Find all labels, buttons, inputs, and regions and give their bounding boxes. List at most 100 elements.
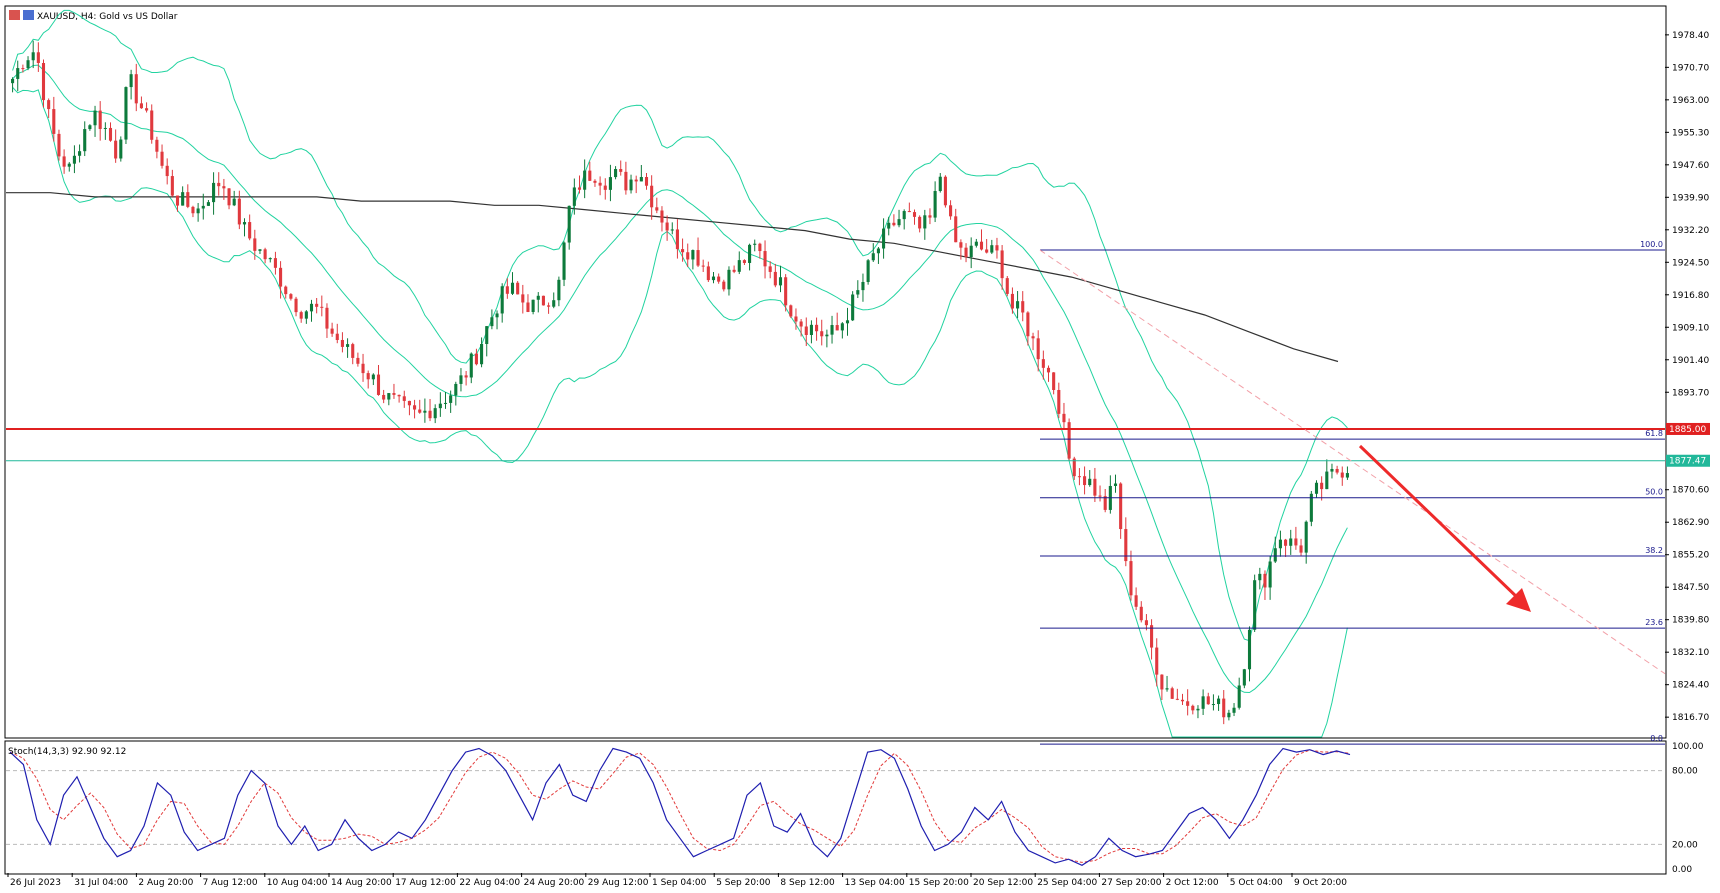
price-tick-label: 1939.90 bbox=[1672, 193, 1709, 203]
candle-body bbox=[1278, 539, 1282, 549]
candle-body bbox=[186, 192, 190, 207]
candle-body bbox=[145, 108, 149, 111]
candle-body bbox=[686, 252, 690, 260]
candle-body bbox=[36, 52, 40, 63]
price-tick-label: 1955.30 bbox=[1672, 128, 1709, 138]
candle-body bbox=[794, 316, 798, 322]
time-tick-label: 25 Sep 04:00 bbox=[1037, 878, 1097, 888]
stochastic-oscillator: 100.00 80.00 20.00 0.00 bbox=[6, 742, 1704, 875]
candle-body bbox=[655, 207, 659, 211]
price-axis[interactable]: 1978.40 1970.70 1963.00 1955.30 1947.60 1939.… bbox=[1665, 31, 1710, 723]
candle-body bbox=[1083, 476, 1087, 486]
candle-body bbox=[1284, 539, 1288, 546]
candle-body bbox=[758, 243, 762, 252]
time-tick-label: 14 Aug 20:00 bbox=[331, 878, 392, 888]
candle-body bbox=[119, 139, 123, 159]
candle-body bbox=[1103, 496, 1107, 510]
candle-body bbox=[1057, 389, 1061, 414]
candle-body bbox=[449, 395, 453, 403]
candle-body bbox=[892, 222, 896, 226]
candle-body bbox=[361, 363, 365, 374]
candle-body bbox=[912, 212, 917, 217]
candle-body bbox=[392, 393, 396, 395]
candle-body bbox=[1036, 338, 1040, 360]
candle-body bbox=[830, 325, 834, 335]
candle-body bbox=[871, 253, 875, 261]
candle-body bbox=[454, 383, 458, 396]
stochastic-main-line bbox=[9, 747, 1351, 866]
candle-body bbox=[1289, 538, 1293, 546]
candle-body bbox=[918, 216, 922, 229]
candle-body bbox=[1253, 580, 1257, 630]
candle-body bbox=[150, 110, 154, 140]
candle-body bbox=[964, 247, 968, 258]
chart-template-icon[interactable] bbox=[23, 10, 34, 20]
price-tick-label: 1978.40 bbox=[1672, 31, 1709, 41]
candle-body bbox=[1113, 483, 1118, 486]
candle-body bbox=[784, 277, 788, 306]
time-tick-label: 2 Oct 12:00 bbox=[1166, 878, 1219, 888]
candle-body bbox=[825, 334, 829, 337]
candle-body bbox=[155, 139, 159, 152]
candle-body bbox=[1191, 705, 1195, 711]
candle-body bbox=[443, 402, 448, 404]
candle-body bbox=[83, 129, 87, 152]
bollinger-upper-band bbox=[12, 9, 1348, 642]
candle-body bbox=[294, 298, 298, 313]
candle-body bbox=[603, 185, 607, 190]
candle-body bbox=[88, 125, 92, 130]
candle-body bbox=[93, 110, 97, 126]
time-axis[interactable]: 26 Jul 2023 31 Jul 04:00 2 Aug 20:00 7 Aug … bbox=[7, 873, 1347, 888]
candle-body bbox=[536, 295, 540, 300]
chart-type-icon[interactable] bbox=[9, 10, 20, 20]
candle-body bbox=[1088, 478, 1092, 486]
candle-body bbox=[768, 266, 772, 272]
candle-body bbox=[428, 410, 432, 419]
candle-body bbox=[490, 317, 494, 327]
candle-body bbox=[1196, 708, 1200, 711]
candle-body bbox=[815, 324, 819, 332]
candle-body bbox=[711, 276, 716, 281]
candle-body bbox=[1258, 573, 1262, 581]
candle-body bbox=[547, 305, 551, 307]
price-tick-label: 1932.20 bbox=[1672, 226, 1709, 236]
candle-body bbox=[742, 260, 746, 263]
candle-body bbox=[577, 187, 582, 190]
candle-body bbox=[639, 177, 643, 182]
candle-body bbox=[1186, 701, 1190, 706]
price-tick-label: 1832.10 bbox=[1672, 648, 1709, 658]
horizontal-levels: 100.0 61.8 50.0 38.2 23.6 0.0 bbox=[6, 240, 1666, 745]
candle-body bbox=[217, 182, 221, 187]
candle-body bbox=[799, 321, 803, 327]
candle-body bbox=[748, 244, 752, 263]
price-tick-label: 1855.20 bbox=[1672, 551, 1709, 561]
candle-body bbox=[629, 179, 633, 191]
candle-body bbox=[1247, 629, 1252, 670]
time-tick-label: 5 Oct 04:00 bbox=[1230, 878, 1283, 888]
time-tick-label: 27 Sep 20:00 bbox=[1101, 878, 1161, 888]
moving-average-line bbox=[6, 192, 1339, 363]
candle-body bbox=[1031, 336, 1035, 339]
bollinger-lower-band bbox=[12, 87, 1348, 738]
projection-arrow bbox=[1358, 444, 1531, 612]
candle-body bbox=[423, 410, 427, 413]
candle-body bbox=[227, 188, 231, 206]
candle-body bbox=[856, 290, 860, 295]
candle-body bbox=[1077, 476, 1081, 478]
price-tick-label: 1870.60 bbox=[1672, 486, 1709, 496]
price-tick-label: 1947.60 bbox=[1672, 161, 1709, 171]
time-tick-label: 31 Jul 04:00 bbox=[74, 878, 128, 888]
time-tick-label: 20 Sep 12:00 bbox=[973, 878, 1033, 888]
candle-body bbox=[356, 357, 360, 364]
time-tick-label: 17 Aug 12:00 bbox=[395, 878, 456, 888]
current-price-tag-label: 1877.47 bbox=[1669, 457, 1706, 467]
symbol-header: XAUUSD, H4: Gold vs US Dollar bbox=[9, 10, 178, 22]
candle-body bbox=[139, 103, 143, 109]
time-tick-label: 10 Aug 04:00 bbox=[267, 878, 328, 888]
candle-body bbox=[840, 323, 844, 331]
candle-body bbox=[820, 331, 824, 337]
candle-body bbox=[485, 326, 489, 344]
candle-body bbox=[11, 78, 15, 84]
candle-body bbox=[315, 303, 319, 307]
